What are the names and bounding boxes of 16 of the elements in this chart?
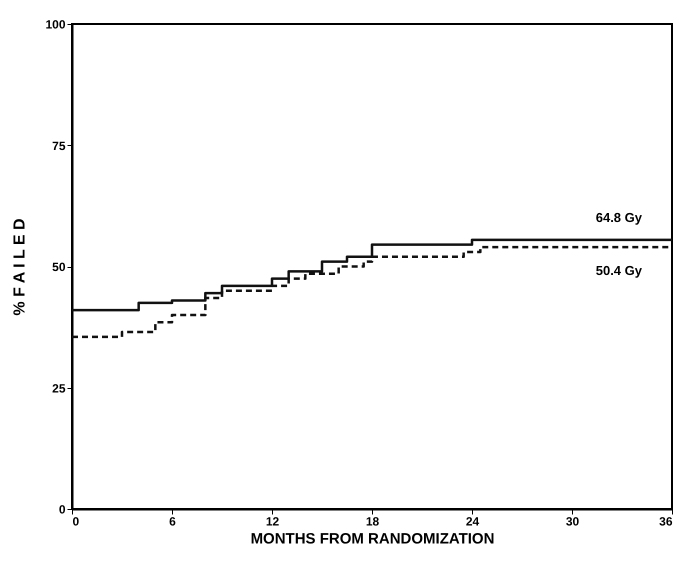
y-tick-label: 25 xyxy=(52,381,66,396)
series-label: 50.4 Gy xyxy=(596,263,643,278)
y-tick-label: 100 xyxy=(45,18,66,32)
x-tick-label: 0 xyxy=(72,514,80,528)
x-axis-title: MONTHS FROM RANDOMIZATION xyxy=(250,530,494,548)
x-tick-label: 18 xyxy=(366,514,380,528)
series-label: 64.8 Gy xyxy=(596,210,643,225)
x-tick-label: 30 xyxy=(566,514,580,528)
y-tick-label: 50 xyxy=(52,260,66,274)
x-tick-label: 24 xyxy=(466,514,480,528)
y-axis-title: % F A I L E D xyxy=(11,218,28,316)
y-tick-label: 75 xyxy=(52,138,66,153)
x-tick-label: 12 xyxy=(266,514,280,528)
y-tick-label: 0 xyxy=(58,502,66,516)
x-tick-label: 6 xyxy=(169,514,176,528)
x-tick-label: 36 xyxy=(659,514,673,528)
